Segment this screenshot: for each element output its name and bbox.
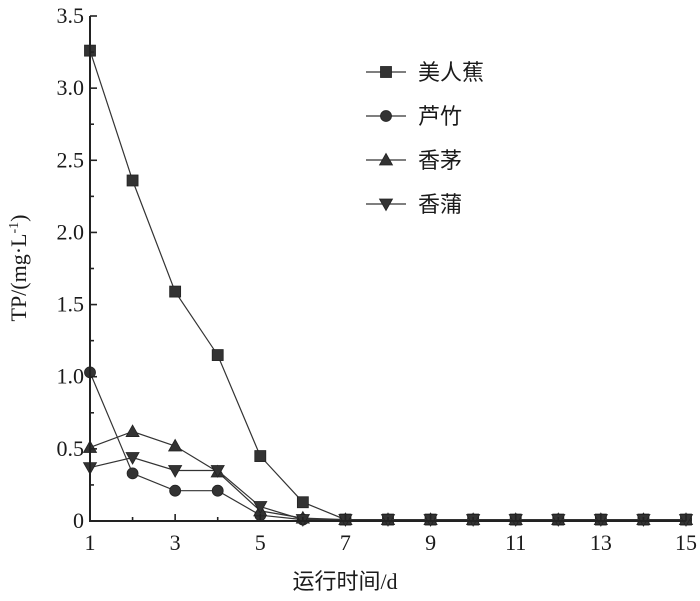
legend-item: 芦竹 bbox=[366, 105, 462, 130]
x-tick-label: 13 bbox=[590, 530, 612, 555]
y-tick-label: 1.5 bbox=[57, 292, 85, 317]
legend-item: 香茅 bbox=[366, 149, 462, 174]
x-axis-title: 运行时间/d bbox=[292, 569, 397, 594]
legend-marker bbox=[380, 110, 392, 122]
legend-item: 香蒲 bbox=[366, 193, 462, 218]
legend-label: 美人蕉 bbox=[418, 61, 484, 86]
data-point bbox=[125, 452, 140, 465]
data-point bbox=[296, 496, 309, 509]
legend-marker bbox=[380, 66, 392, 78]
data-point bbox=[169, 484, 182, 497]
x-tick-label: 7 bbox=[340, 530, 351, 555]
x-tick-label: 11 bbox=[505, 530, 526, 555]
legend-label: 香蒲 bbox=[418, 193, 462, 218]
series-line bbox=[89, 430, 686, 521]
y-tick-label: 3.5 bbox=[57, 3, 85, 28]
y-axis-title-close: ) bbox=[6, 215, 31, 222]
data-point bbox=[167, 465, 183, 478]
x-tick-label: 5 bbox=[255, 530, 266, 555]
x-tick-label: 3 bbox=[170, 530, 181, 555]
data-point bbox=[254, 450, 267, 462]
x-tick-label: 1 bbox=[85, 530, 96, 555]
series-line bbox=[89, 372, 686, 521]
y-axis-title-main: TP/(mg·L bbox=[6, 234, 31, 322]
y-axis-title: TP/(mg·L-1) bbox=[6, 215, 31, 322]
legend-label: 香茅 bbox=[418, 149, 462, 174]
data-point bbox=[126, 467, 139, 480]
y-axis-title-sup: -1 bbox=[7, 222, 22, 234]
legend-marker bbox=[378, 152, 394, 166]
legend-item: 美人蕉 bbox=[366, 61, 484, 86]
data-point bbox=[126, 174, 139, 187]
x-tick-label: 9 bbox=[425, 530, 436, 555]
y-tick-label: 2.5 bbox=[57, 147, 85, 172]
legend-label: 芦竹 bbox=[418, 105, 462, 130]
y-tick-label: 0.5 bbox=[57, 436, 85, 461]
y-tick-label: 0 bbox=[73, 508, 84, 533]
data-point bbox=[125, 424, 140, 437]
y-tick-label: 2.0 bbox=[57, 219, 85, 244]
y-tick-label: 1.0 bbox=[57, 364, 85, 389]
data-point bbox=[211, 484, 224, 497]
data-point bbox=[253, 501, 268, 514]
data-point bbox=[169, 285, 182, 298]
legend-marker bbox=[378, 198, 394, 212]
data-point bbox=[167, 438, 183, 452]
data-point bbox=[211, 349, 224, 361]
data-point bbox=[210, 465, 225, 478]
ticks-layer: 00.51.01.52.02.53.03.51 3 5 7 9 11 13 15 bbox=[57, 3, 698, 555]
y-tick-label: 3.0 bbox=[57, 75, 85, 100]
x-tick-label: 15 bbox=[675, 530, 697, 555]
